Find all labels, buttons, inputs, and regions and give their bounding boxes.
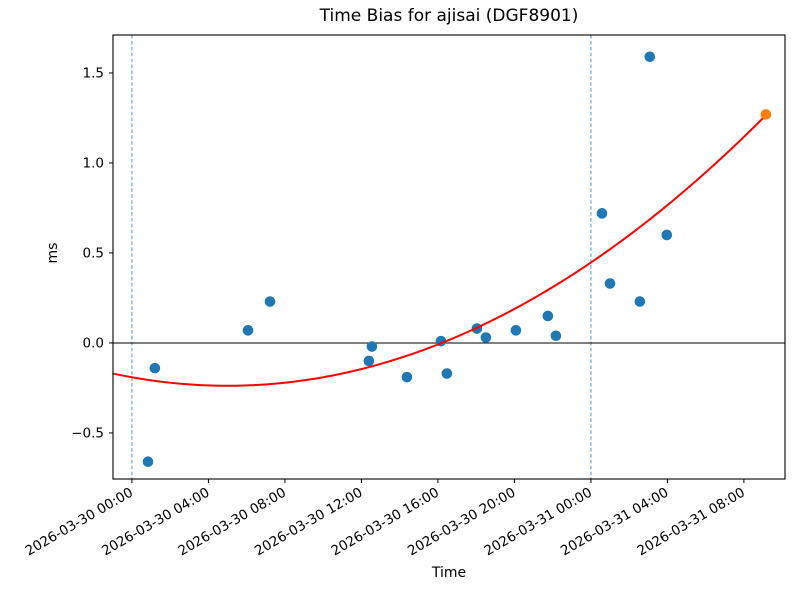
data-point: [550, 330, 562, 342]
fit-curve: [112, 114, 767, 387]
data-point: [363, 355, 375, 367]
data-point: [242, 325, 254, 336]
data-point: [510, 325, 522, 336]
plot-frame: [112, 34, 786, 480]
latest-point: [760, 109, 772, 120]
data-point: [644, 51, 656, 63]
y-tick-label: 0.5: [83, 246, 104, 262]
y-tick-label: 1.5: [83, 66, 104, 82]
data-point: [604, 278, 616, 289]
data-point: [480, 332, 492, 343]
data-point: [542, 310, 554, 322]
data-point: [661, 229, 673, 241]
y-axis-label: ms: [45, 242, 61, 264]
data-point: [401, 371, 413, 383]
data-point: [634, 296, 646, 307]
chart-title: Time Bias for ajisai (DGF8901): [319, 6, 579, 26]
data-point: [264, 296, 276, 307]
data-point: [366, 341, 378, 352]
data-point: [596, 208, 608, 219]
data-point: [149, 362, 161, 374]
y-tick-label: 1.0: [83, 156, 104, 172]
x-axis-label: Time: [431, 565, 467, 581]
data-point: [142, 456, 154, 468]
y-tick-label: 0.0: [83, 336, 104, 352]
data-point: [441, 368, 453, 379]
y-tick-label: −0.5: [71, 426, 104, 442]
